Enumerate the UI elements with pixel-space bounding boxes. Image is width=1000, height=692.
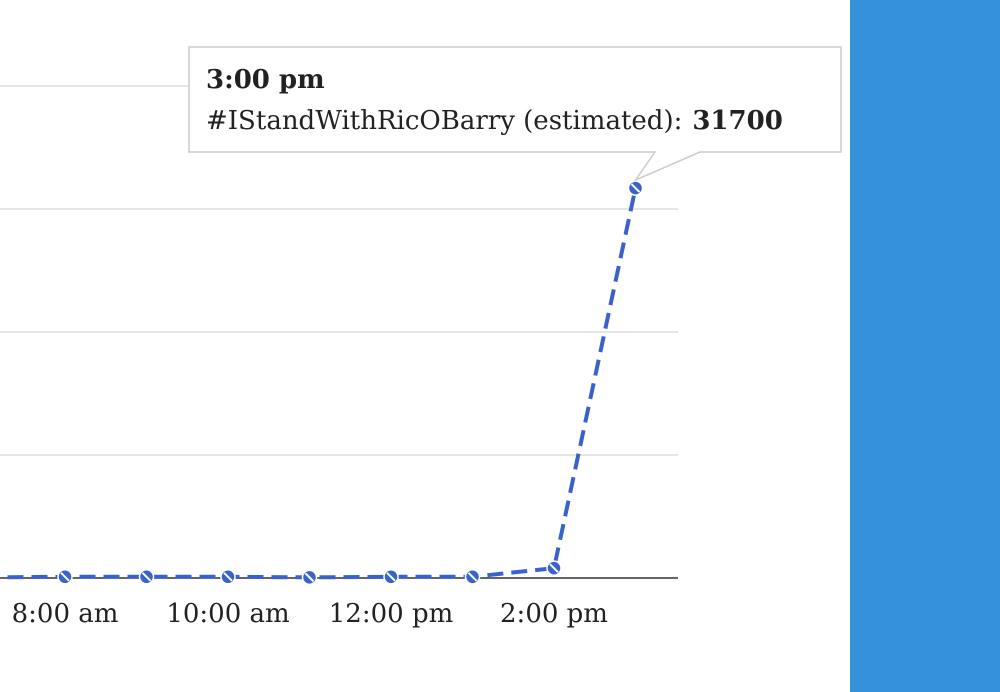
sidebar xyxy=(850,0,1000,692)
tooltip-body: #IStandWithRicOBarry (estimated): 31700 xyxy=(206,106,783,136)
x-tick-label: 2:00 pm xyxy=(500,599,608,629)
point-hatch xyxy=(549,563,559,573)
tooltip-label: #IStandWithRicOBarry (estimated): xyxy=(206,106,682,136)
line xyxy=(0,187,638,580)
tooltip-box xyxy=(188,46,842,182)
point-hatch xyxy=(141,572,152,582)
point-hatch xyxy=(223,572,233,582)
point-hatch xyxy=(386,572,396,582)
point-hatch xyxy=(60,572,70,582)
x-tick-label: 12:00 pm xyxy=(329,599,454,629)
tooltip-title: 3:00 pm xyxy=(206,65,325,95)
x-tick-label: 8:00 am xyxy=(12,599,119,629)
point-hatch xyxy=(630,183,641,193)
point-hatch xyxy=(467,572,478,582)
x-tick-label: 10:00 am xyxy=(166,599,289,629)
tooltip-value: 31700 xyxy=(692,106,782,136)
point-hatch xyxy=(304,572,315,583)
